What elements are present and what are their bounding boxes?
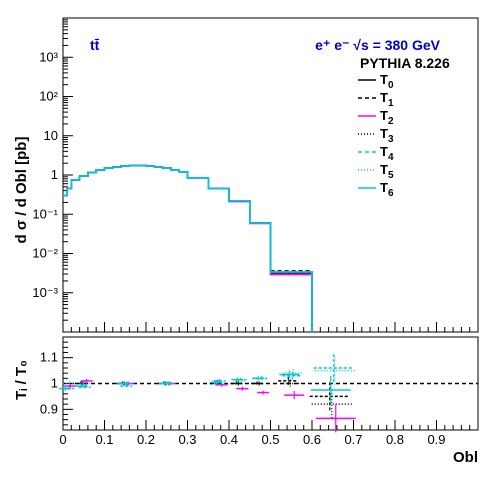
ratio-point-t5	[283, 369, 304, 378]
top-y-axis-label: d σ / d Obl [pb]	[13, 137, 30, 244]
x-tick-label: 0.4	[220, 432, 238, 447]
histogram-t4	[63, 164, 313, 332]
histogram-t0	[63, 164, 313, 332]
ratio-point-t1	[278, 376, 299, 385]
beam-label: e⁺ e⁻ √s = 380 GeV	[315, 37, 440, 53]
x-tick-label: 0.9	[427, 432, 445, 447]
top-y-tick-label: 10³	[39, 49, 58, 64]
ratio-point-t3	[232, 381, 245, 386]
histogram-t6	[63, 164, 313, 332]
ratio-point-t4	[313, 354, 354, 382]
ratio-point-t2	[64, 384, 77, 389]
histogram-t5	[63, 164, 313, 332]
ratio-point-t3	[253, 381, 266, 386]
process-label: tt̄	[90, 37, 100, 53]
x-tick-label: 0.3	[178, 432, 196, 447]
bottom-y-axis-label: Tᵢ / T₀	[13, 360, 30, 400]
ratio-point-t1	[309, 382, 350, 411]
ratio-point-t2	[284, 391, 305, 400]
ratio-y-tick-label: 0.9	[40, 401, 58, 416]
ratio-y-tick-label: 1	[51, 376, 58, 391]
ratio-point-t4	[120, 384, 133, 389]
ratio-point-t4	[213, 378, 226, 383]
legend-entry: T4	[380, 144, 394, 163]
x-tick-label: 0.1	[95, 432, 113, 447]
ratio-point-t3	[311, 390, 352, 419]
top-y-tick-label: 10	[44, 128, 58, 143]
ratio-panel: 0.9 1 1.1 0 0.1 0.2 0.3 0.4 0.5 0.6 0.7 0.8 0.9	[40, 336, 479, 447]
ratio-point-t6	[117, 381, 130, 386]
ratio-point-t6	[279, 370, 300, 379]
spectrum-panel: 10⁻³ 10⁻² 10⁻¹ 1 10 10² 10³	[32, 17, 479, 333]
ratio-point-t6	[252, 376, 265, 381]
top-y-tick-label: 10⁻²	[32, 246, 58, 261]
ratio-point-t2	[80, 378, 93, 383]
ratio-point-t6	[231, 377, 244, 382]
legend-entry: T6	[380, 180, 394, 199]
x-tick-label: 0.5	[261, 432, 279, 447]
ratio-y-tick-label: 1.1	[40, 350, 58, 365]
ratio-point-t3	[280, 379, 301, 388]
ratio-point-t5	[63, 381, 76, 386]
ratio-point-t2	[257, 390, 270, 395]
x-tick-label: 0	[59, 432, 66, 447]
ratio-point-t6	[158, 381, 171, 386]
top-y-tick-label: 10²	[39, 89, 58, 104]
legend-entry: T3	[380, 126, 394, 145]
ratio-point-t6	[75, 384, 88, 389]
x-tick-label: 0.8	[386, 432, 404, 447]
x-tick-label: 0.7	[344, 432, 362, 447]
x-axis-label: Obl	[453, 449, 478, 466]
top-y-tick-label: 1	[51, 167, 58, 182]
legend-entry: T5	[380, 162, 394, 181]
x-tick-label: 0.6	[303, 432, 321, 447]
legend-entry: T0	[380, 72, 394, 91]
top-y-tick-label: 10⁻³	[32, 285, 58, 300]
ratio-point-t2	[315, 404, 356, 433]
histogram-t3	[63, 164, 313, 332]
generator-label: PYTHIA 8.226	[360, 55, 450, 71]
x-tick-label: 0.2	[137, 432, 155, 447]
legend-entry: T1	[380, 90, 394, 109]
ratio-point-t6	[59, 386, 72, 391]
ratio-point-t5	[314, 356, 355, 385]
ratio-point-t2	[236, 386, 249, 391]
legend-entry: T2	[380, 108, 394, 127]
ratio-point-t6	[310, 375, 351, 404]
histogram-t1	[63, 164, 313, 332]
ratio-point-t5	[79, 381, 92, 386]
top-y-tick-label: 10⁻¹	[32, 206, 58, 221]
ratio-point-t6	[210, 380, 223, 385]
histogram-t2	[63, 164, 313, 332]
